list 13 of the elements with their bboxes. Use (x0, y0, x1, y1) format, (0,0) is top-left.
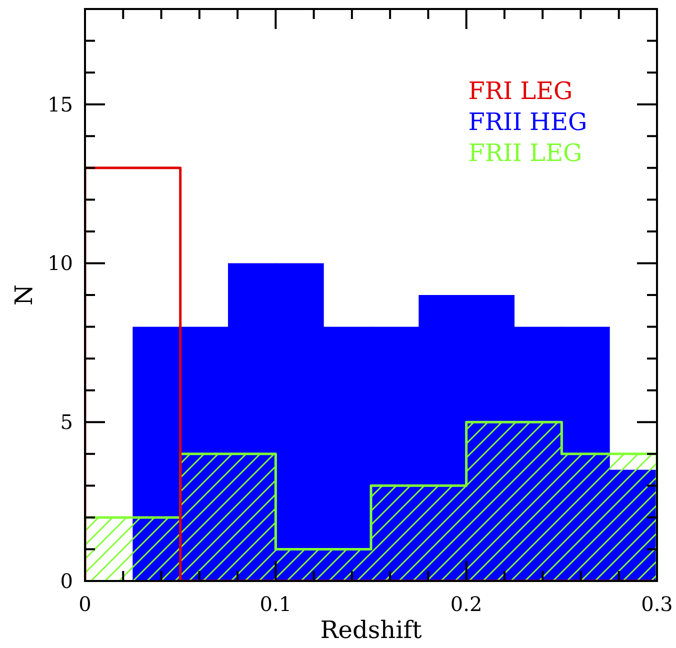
y-tick-label: 15 (48, 92, 73, 116)
text: FRII HEG (468, 108, 588, 136)
y-tick-label: 0 (60, 569, 73, 593)
text: FRII LEG (468, 139, 582, 167)
x-tick-label: 0 (78, 592, 92, 616)
x-tick-label: 0.2 (450, 592, 482, 616)
y-tick-label: 10 (48, 251, 73, 276)
y-tick-label: 5 (60, 410, 73, 434)
y-axis-title: N (10, 284, 38, 306)
text: FRI LEG (468, 77, 573, 105)
x-tick-label: 0.1 (260, 592, 292, 616)
x-tick-label: 0.3 (641, 592, 673, 616)
x-axis-title: Redshift (320, 616, 422, 644)
